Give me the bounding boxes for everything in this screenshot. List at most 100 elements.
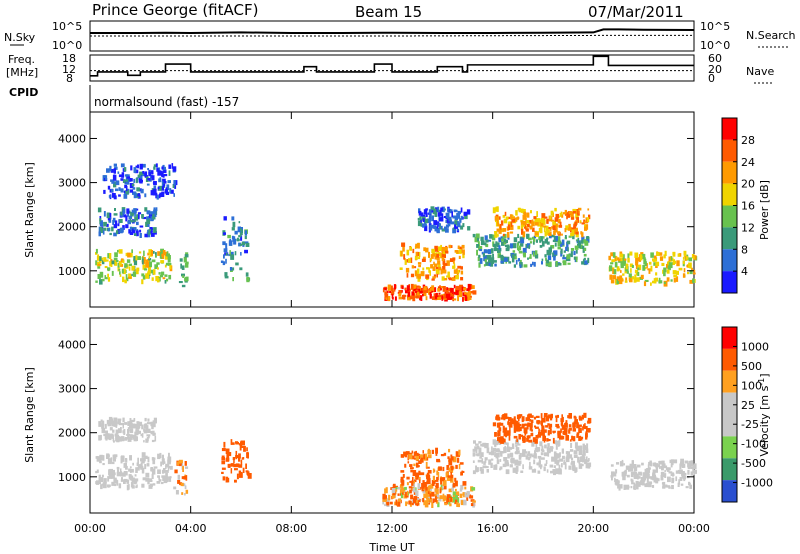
heatmap-cell <box>166 253 170 257</box>
beam-label: Beam 15 <box>355 3 422 21</box>
heatmap-cell <box>121 472 126 477</box>
heatmap-cell <box>425 247 429 253</box>
heatmap-cell <box>441 213 444 218</box>
heatmap-cell <box>123 462 127 468</box>
heatmap-cell <box>530 415 534 418</box>
heatmap-cell <box>404 259 407 265</box>
heatmap-cell <box>635 480 639 485</box>
heatmap-cell <box>181 273 185 277</box>
heatmap-cell <box>515 446 518 451</box>
heatmap-cell <box>517 417 520 422</box>
heatmap-cell <box>426 478 431 485</box>
heatmap-cell <box>106 419 111 425</box>
heatmap-cell <box>511 418 514 425</box>
heatmap-cell <box>158 272 161 275</box>
heatmap-cell <box>666 269 670 274</box>
heatmap-cell <box>407 454 409 461</box>
heatmap-cell <box>476 244 479 248</box>
heatmap-cell <box>158 277 161 282</box>
heatmap-cell <box>485 255 489 260</box>
heatmap-cell <box>583 247 587 251</box>
heatmap-cell <box>400 493 404 499</box>
heatmap-cell <box>225 258 227 264</box>
heatmap-cell <box>561 436 565 440</box>
heatmap-cell <box>535 239 538 243</box>
heatmap-cell <box>500 260 504 264</box>
heatmap-cell <box>521 416 525 422</box>
heatmap-cell <box>385 498 390 502</box>
heatmap-cell <box>103 227 107 231</box>
colorbar-tick-label: 28 <box>741 134 755 147</box>
heatmap-cell <box>106 223 109 227</box>
heatmap-cell <box>610 252 615 257</box>
heatmap-cell <box>420 212 424 217</box>
heatmap-cell <box>165 465 167 470</box>
heatmap-cell <box>451 211 453 218</box>
heatmap-cell <box>106 455 110 459</box>
heatmap-cell <box>514 459 519 466</box>
heatmap-cell <box>167 255 171 260</box>
velocity-colorbar-title-text: Velocity [m s <box>758 385 771 456</box>
heatmap-cell <box>113 477 117 483</box>
heatmap-cell <box>635 484 639 490</box>
heatmap-cell <box>636 257 641 262</box>
heatmap-cell <box>538 464 543 468</box>
heatmap-cell <box>645 472 650 478</box>
heatmap-cell <box>153 421 156 428</box>
heatmap-cell <box>393 489 398 492</box>
heatmap-cell <box>482 465 487 469</box>
heatmap-cell <box>154 264 158 269</box>
heatmap-cell <box>622 254 625 260</box>
heatmap-cell <box>667 476 671 483</box>
heatmap-cell <box>623 463 625 466</box>
heatmap-cell <box>234 251 237 256</box>
heatmap-cell <box>439 285 441 289</box>
heatmap-cell <box>627 253 630 259</box>
heatmap-cell <box>444 502 448 506</box>
heatmap-cell <box>136 221 139 226</box>
heatmap-cell <box>118 268 121 271</box>
heatmap-cell <box>238 464 243 468</box>
heatmap-cell <box>387 296 391 302</box>
heatmap-cell <box>502 451 505 454</box>
heatmap-cell <box>97 274 101 279</box>
heatmap-cell <box>96 456 100 462</box>
heatmap-cell <box>99 223 103 226</box>
heatmap-cell <box>429 291 432 297</box>
heatmap-cell <box>422 489 426 494</box>
heatmap-cell <box>221 467 226 470</box>
heatmap-cell <box>113 195 117 200</box>
heatmap-cell <box>99 256 102 261</box>
heatmap-cell <box>132 271 137 277</box>
heatmap-cell <box>228 463 230 468</box>
heatmap-cell <box>557 246 561 250</box>
heatmap-cell <box>534 232 539 235</box>
heatmap-cell <box>650 252 654 258</box>
heatmap-cell <box>567 247 569 252</box>
heatmap-cell <box>517 247 520 252</box>
heatmap-cell <box>112 219 115 225</box>
heatmap-cell <box>437 294 442 297</box>
heatmap-cell <box>151 170 154 175</box>
heatmap-cell <box>114 483 117 487</box>
colorbar-segment <box>722 249 737 272</box>
heatmap-cell <box>562 254 565 260</box>
heatmap-cell <box>131 419 135 423</box>
heatmap-cell <box>476 249 478 256</box>
heatmap-cell <box>246 471 250 475</box>
heatmap-cell <box>576 434 579 438</box>
heatmap-cell <box>148 484 153 489</box>
heatmap-cell <box>573 450 578 455</box>
heatmap-cell <box>412 470 417 476</box>
heatmap-cell <box>143 429 148 434</box>
colorbar-segment <box>722 480 737 502</box>
heatmap-cell <box>384 503 387 507</box>
heatmap-cell <box>529 241 533 244</box>
heatmap-cell <box>125 189 129 195</box>
heatmap-cell <box>143 264 146 269</box>
heatmap-cell <box>415 455 419 461</box>
heatmap-cell <box>99 454 103 461</box>
heatmap-cell <box>408 454 413 460</box>
heatmap-cell <box>493 260 497 263</box>
heatmap-cell <box>633 482 635 488</box>
